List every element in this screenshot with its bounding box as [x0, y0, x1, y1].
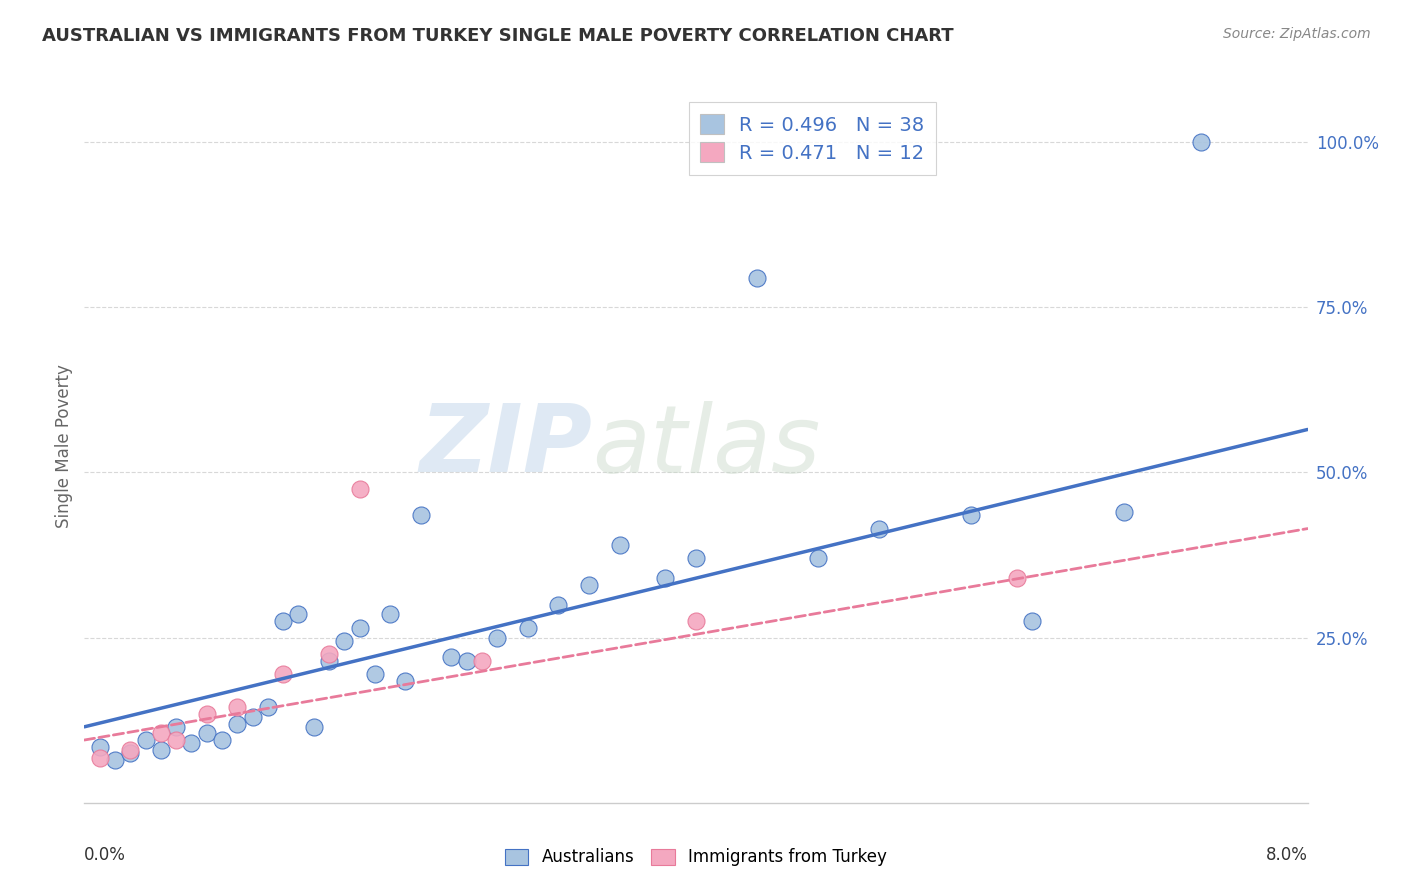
Point: [516, 621, 538, 635]
Point: [380, 607, 402, 622]
Point: [333, 634, 356, 648]
Point: [349, 482, 371, 496]
Point: [242, 710, 264, 724]
Point: [685, 551, 707, 566]
Text: Source: ZipAtlas.com: Source: ZipAtlas.com: [1223, 27, 1371, 41]
Point: [165, 733, 187, 747]
Point: [195, 726, 218, 740]
Point: [960, 508, 983, 523]
Point: [149, 726, 172, 740]
Point: [318, 654, 340, 668]
Point: [349, 621, 371, 635]
Point: [165, 720, 187, 734]
Text: AUSTRALIAN VS IMMIGRANTS FROM TURKEY SINGLE MALE POVERTY CORRELATION CHART: AUSTRALIAN VS IMMIGRANTS FROM TURKEY SIN…: [42, 27, 953, 45]
Point: [271, 667, 294, 681]
Point: [1114, 505, 1136, 519]
Point: [609, 538, 631, 552]
Point: [547, 598, 569, 612]
Point: [135, 733, 157, 747]
Point: [1005, 571, 1028, 585]
Point: [257, 700, 280, 714]
Point: [869, 522, 891, 536]
Text: 0.0%: 0.0%: [84, 846, 127, 863]
Point: [120, 746, 142, 760]
Point: [409, 508, 432, 523]
Point: [394, 673, 416, 688]
Point: [486, 631, 509, 645]
Point: [471, 654, 494, 668]
Legend: R = 0.496   N = 38, R = 0.471   N = 12: R = 0.496 N = 38, R = 0.471 N = 12: [689, 103, 936, 175]
Point: [120, 743, 142, 757]
Point: [271, 614, 294, 628]
Text: 8.0%: 8.0%: [1265, 846, 1308, 863]
Point: [807, 551, 830, 566]
Point: [104, 753, 127, 767]
Point: [318, 647, 340, 661]
Point: [456, 654, 478, 668]
Point: [302, 720, 325, 734]
Point: [180, 736, 202, 750]
Point: [578, 578, 600, 592]
Point: [685, 614, 707, 628]
Text: ZIP: ZIP: [419, 400, 592, 492]
Point: [89, 739, 111, 754]
Point: [440, 650, 463, 665]
Point: [149, 743, 172, 757]
Point: [654, 571, 676, 585]
Point: [364, 667, 387, 681]
Point: [89, 751, 111, 765]
Point: [1189, 135, 1212, 149]
Y-axis label: Single Male Poverty: Single Male Poverty: [55, 364, 73, 528]
Point: [226, 700, 249, 714]
Point: [747, 270, 769, 285]
Point: [211, 733, 233, 747]
Point: [287, 607, 309, 622]
Text: atlas: atlas: [592, 401, 820, 491]
Point: [226, 716, 249, 731]
Point: [195, 706, 218, 721]
Point: [1021, 614, 1043, 628]
